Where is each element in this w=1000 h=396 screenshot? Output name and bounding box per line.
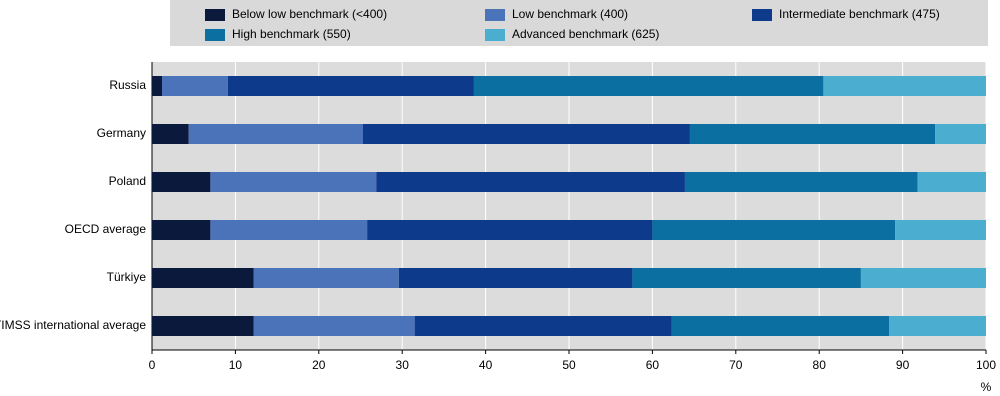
bar-segment: [210, 172, 377, 192]
bar-segment: [152, 268, 254, 288]
bar-segment: [253, 316, 415, 336]
bar-segment: [188, 124, 364, 144]
legend-swatch: [205, 9, 225, 21]
x-tick-label: 80: [813, 358, 827, 372]
bar-segment: [895, 220, 986, 240]
x-tick-label: 10: [229, 358, 243, 372]
bar-segment: [671, 316, 890, 336]
legend-swatch: [485, 29, 505, 41]
legend-label: High benchmark (550): [232, 27, 351, 41]
y-tick-label: Germany: [97, 126, 146, 140]
x-tick-label: 50: [562, 358, 576, 372]
bar-segment: [376, 172, 685, 192]
bar-segment: [414, 316, 672, 336]
bar-segment: [152, 124, 189, 144]
bar-segment: [162, 76, 228, 96]
bar-segment: [363, 124, 690, 144]
bar-segment: [210, 220, 368, 240]
x-tick-label: 20: [312, 358, 326, 372]
y-tick-label: Russia: [109, 78, 146, 92]
legend-label: Low benchmark (400): [512, 7, 628, 21]
y-tick-label: Türkiye: [107, 270, 147, 284]
bar-segment: [652, 220, 896, 240]
bar-segment: [253, 268, 399, 288]
bar-segment: [473, 76, 824, 96]
x-tick-label: 0: [149, 358, 156, 372]
bar-segment: [152, 316, 254, 336]
bar-segment: [632, 268, 861, 288]
legend-swatch: [485, 9, 505, 21]
x-axis-label: %: [981, 380, 992, 394]
bar-segment: [398, 268, 633, 288]
bar-segment: [227, 76, 474, 96]
bar-segment: [152, 76, 163, 96]
y-tick-label: TIMSS international average: [0, 318, 146, 332]
legend-label: Intermediate benchmark (475): [779, 7, 940, 21]
bar-segment: [935, 124, 986, 144]
legend-label: Advanced benchmark (625): [512, 27, 659, 41]
x-tick-label: 100: [976, 358, 996, 372]
x-tick-label: 90: [896, 358, 910, 372]
bar-segment: [684, 172, 918, 192]
bar-segment: [860, 268, 986, 288]
legend-swatch: [205, 29, 225, 41]
y-tick-label: Poland: [109, 174, 146, 188]
legend-label: Below low benchmark (<400): [232, 7, 387, 21]
bar-segment: [689, 124, 936, 144]
y-tick-label: OECD average: [65, 222, 147, 236]
bar-segment: [152, 172, 211, 192]
bar-segment: [889, 316, 986, 336]
bar-segment: [152, 220, 211, 240]
x-tick-label: 30: [396, 358, 410, 372]
bar-segment: [367, 220, 653, 240]
bar-segment: [823, 76, 986, 96]
bar-segment: [917, 172, 986, 192]
x-tick-label: 70: [729, 358, 743, 372]
legend-swatch: [752, 9, 772, 21]
x-tick-label: 60: [646, 358, 660, 372]
x-tick-label: 40: [479, 358, 493, 372]
legend-box: [170, 0, 988, 46]
